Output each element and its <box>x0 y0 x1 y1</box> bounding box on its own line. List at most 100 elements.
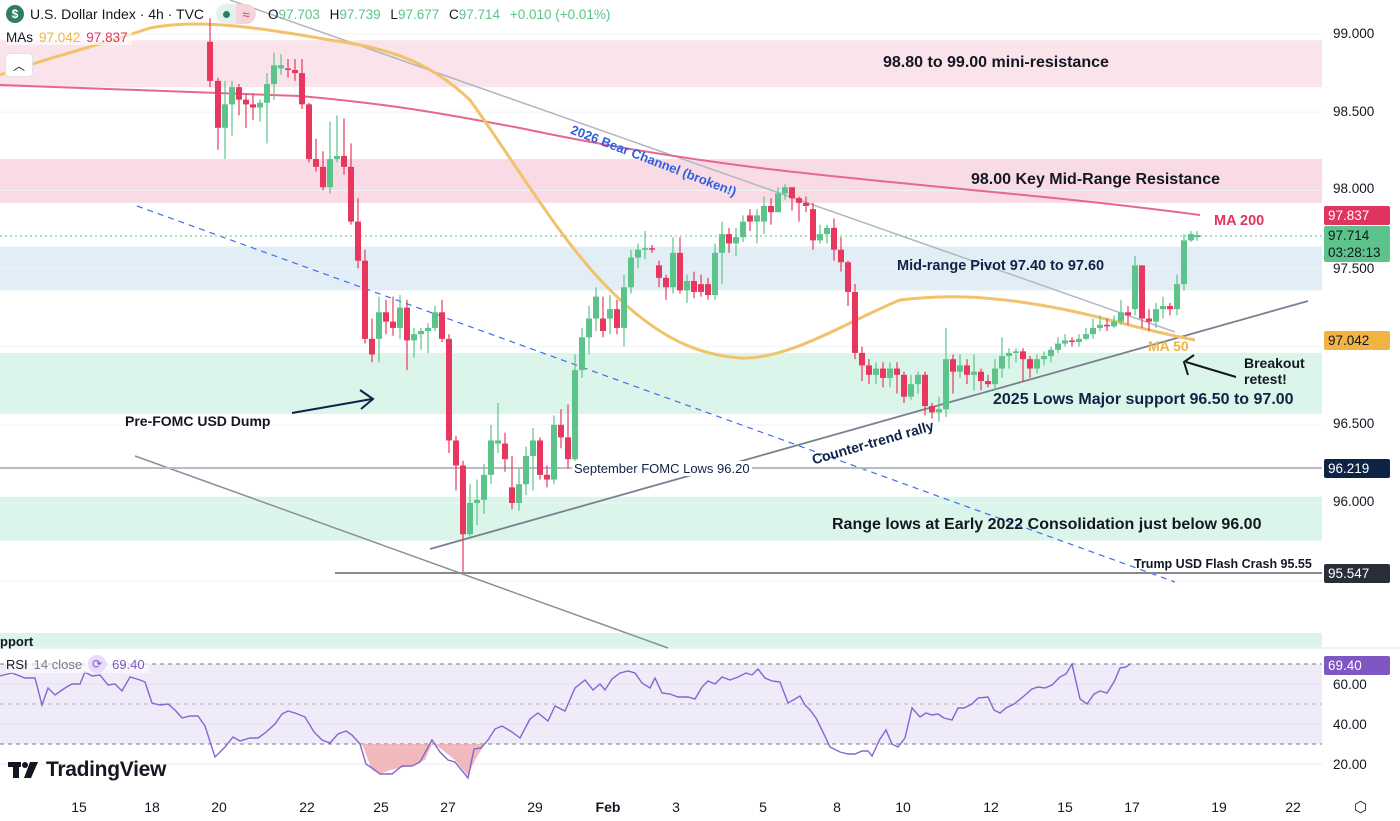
bearish-candle <box>726 234 732 244</box>
bullish-candle <box>775 193 781 213</box>
dashed-trend-line <box>136 205 1176 583</box>
bearish-candle <box>1104 324 1110 327</box>
ma-legend[interactable]: MAs 97.042 97.837 <box>6 30 132 45</box>
bearish-candle <box>369 338 375 355</box>
bearish-candle <box>1020 351 1026 360</box>
bearish-candle <box>649 248 655 250</box>
bearish-candle <box>803 202 809 206</box>
time-tick: 10 <box>895 799 911 815</box>
bullish-candle <box>1132 265 1138 310</box>
bullish-candle <box>824 227 830 235</box>
bearish-candle <box>446 338 452 441</box>
chevron-up-icon: ︿ <box>12 58 25 73</box>
bearish-candle <box>243 99 249 105</box>
rsi-legend[interactable]: RSI 14 close ⟳ 69.40 <box>6 655 149 673</box>
bullish-candle <box>621 287 627 328</box>
time-tick: 29 <box>527 799 543 815</box>
bullish-candle <box>642 248 648 250</box>
bullish-candle <box>1048 349 1054 357</box>
bullish-candle <box>376 312 382 339</box>
bullish-candle <box>411 334 417 341</box>
bullish-candle <box>992 368 998 385</box>
bullish-candle <box>684 281 690 291</box>
bearish-candle <box>250 104 256 108</box>
bearish-candle <box>852 291 858 353</box>
bullish-candle <box>754 215 760 222</box>
symbol-title[interactable]: U.S. Dollar Index · 4h · TVC <box>30 6 205 22</box>
bullish-candle <box>474 499 480 503</box>
bearish-candle <box>789 187 795 199</box>
bullish-candle <box>740 221 746 238</box>
bearish-candle <box>348 166 354 222</box>
bullish-candle <box>817 234 823 241</box>
bearish-candle <box>880 368 886 378</box>
ma200-price-tag: 97.837 <box>1324 206 1390 225</box>
time-tick: 18 <box>144 799 160 815</box>
market-status-pill[interactable]: ≈ <box>216 4 257 24</box>
bullish-candle <box>971 371 977 375</box>
bearish-candle <box>600 318 606 332</box>
bearish-candle <box>656 265 662 278</box>
bullish-candle <box>327 159 333 188</box>
bearish-candle <box>502 443 508 460</box>
pre-fomc-label: Pre-FOMC USD Dump <box>125 413 271 429</box>
ohlc-values: O97.703 H97.739 L97.677 C97.714 +0.010 (… <box>268 6 611 22</box>
bullish-candle <box>1188 234 1194 241</box>
bullish-candle <box>418 331 424 335</box>
bearish-candle <box>313 159 319 167</box>
bearish-candle <box>207 41 213 81</box>
bearish-candle <box>705 284 711 296</box>
bullish-candle <box>719 234 725 253</box>
bearish-candle <box>306 104 312 160</box>
bullish-candle <box>908 384 914 397</box>
bullish-candle <box>516 484 522 503</box>
mas-label: MAs <box>6 30 33 45</box>
ma200-value: 97.837 <box>86 30 128 45</box>
bullish-candle <box>1055 343 1061 350</box>
bar-countdown: 03:28:13 <box>1328 245 1381 260</box>
bullish-candle <box>229 87 235 105</box>
cycle-icon[interactable]: ⟳ <box>88 655 107 673</box>
price-tick: 96.500 <box>1333 416 1375 431</box>
chart-settings-icon[interactable]: ⬡ <box>1354 799 1368 816</box>
time-tick: 5 <box>759 799 767 815</box>
bullish-candle <box>1062 340 1068 344</box>
ma50-line <box>0 22 1196 360</box>
breakout-label: Breakout retest! <box>1244 355 1305 387</box>
time-tick: 3 <box>672 799 680 815</box>
rsi-pane <box>0 662 1322 780</box>
candles-layer <box>207 18 1200 572</box>
tradingview-logo-icon <box>8 762 38 778</box>
symbol-legend: $ U.S. Dollar Index · 4h · TVC ≈ O97.703… <box>6 4 616 24</box>
bullish-candle <box>670 252 676 288</box>
bullish-candle <box>271 65 277 85</box>
time-tick: 27 <box>440 799 456 815</box>
time-tick: 12 <box>983 799 999 815</box>
bearish-candle <box>698 284 704 292</box>
bearish-candle <box>453 440 459 466</box>
bearish-candle <box>215 80 221 128</box>
bullish-candle <box>586 318 592 338</box>
bearish-candle <box>894 368 900 375</box>
lows-support-label: 2025 Lows Major support 96.50 to 97.00 <box>993 391 1294 408</box>
zone-band <box>0 496 1322 541</box>
bullish-candle <box>915 374 921 385</box>
bullish-candle <box>530 440 536 457</box>
bearish-candle <box>509 487 515 503</box>
ma50-value: 97.042 <box>39 30 81 45</box>
bearish-candle <box>845 262 851 292</box>
bullish-candle <box>551 424 557 480</box>
ma200-line <box>0 84 1201 216</box>
bullish-candle <box>782 187 788 194</box>
bearish-candle <box>747 215 753 222</box>
bearish-candle <box>859 352 865 366</box>
tradingview-logo[interactable]: TradingView <box>8 758 166 782</box>
collapse-legend-button[interactable]: ︿ <box>5 53 33 77</box>
bullish-candle <box>481 474 487 500</box>
bullish-candle <box>467 503 473 535</box>
zone-band <box>0 352 1322 414</box>
bearish-candle <box>355 221 361 261</box>
annotation-arrows <box>291 354 1237 414</box>
bullish-candle <box>635 249 641 258</box>
